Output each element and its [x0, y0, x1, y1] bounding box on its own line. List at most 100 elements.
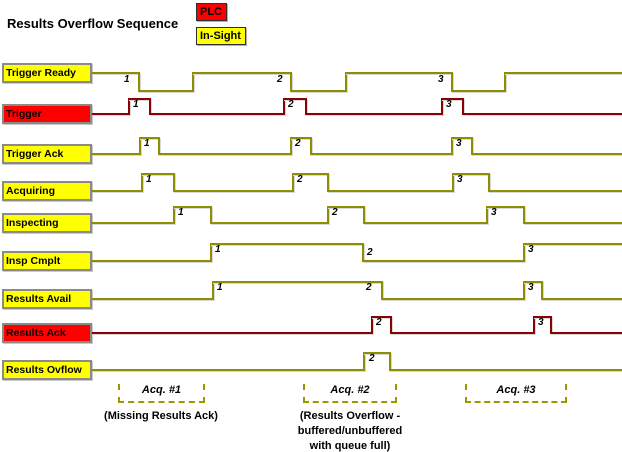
pulse-number-trigger-2: 2: [288, 99, 294, 110]
waveform-segment-insp-cmplt: [92, 260, 212, 262]
pulse-number-inspecting-1: 1: [178, 207, 184, 218]
waveform-edge-inspecting: [523, 206, 525, 224]
pulse-number-inspecting-2: 2: [332, 207, 338, 218]
waveform-edge-insp-cmplt: [523, 243, 525, 262]
waveform-edge-inspecting: [173, 206, 175, 224]
waveform-segment-inspecting: [210, 222, 329, 224]
signal-label-results-ack: Results Ack: [2, 323, 92, 343]
signal-label-inspecting: Inspecting: [2, 213, 92, 233]
waveform-edge-trigger: [283, 98, 285, 115]
pulse-number-trigger-ready-1: 1: [124, 74, 130, 85]
waveform-segment-results-avail: [92, 298, 214, 300]
waveform-edge-trigger-ack: [290, 137, 292, 155]
waveform-segment-results-avail: [381, 298, 525, 300]
waveform-edge-trigger: [128, 98, 130, 115]
waveform-segment-results-ovflow: [389, 369, 622, 371]
waveform-edge-trigger-ack: [310, 137, 312, 155]
waveform-edge-trigger: [462, 98, 464, 115]
waveform-edge-trigger: [441, 98, 443, 115]
bracket-acq-3: Acq. #3: [465, 384, 567, 403]
waveform-segment-trigger: [283, 98, 307, 100]
caption-2: (Results Overflow - buffered/unbuffered wi…: [220, 409, 480, 452]
pulse-number-inspecting-3: 3: [491, 207, 497, 218]
waveform-segment-insp-cmplt: [362, 260, 525, 262]
signal-label-trigger-ack: Trigger Ack: [2, 144, 92, 164]
waveform-segment-trigger-ack: [471, 153, 622, 155]
pulse-number-results-ack-2: 2: [376, 317, 382, 328]
waveform-segment-trigger-ready: [192, 72, 292, 74]
waveform-segment-results-ack: [371, 316, 392, 318]
waveform-segment-trigger-ready: [345, 72, 453, 74]
waveform-edge-results-ack: [371, 316, 373, 334]
waveform-edge-results-ack: [550, 316, 552, 334]
pulse-number-insp-cmplt-1: 1: [215, 244, 221, 255]
waveform-segment-trigger: [305, 113, 443, 115]
pulse-number-insp-cmplt-2: 2: [367, 247, 373, 258]
caption-line: buffered/unbuffered: [297, 425, 403, 437]
waveform-segment-acquiring: [141, 173, 175, 175]
waveform-segment-trigger-ack: [92, 153, 141, 155]
bracket-acq-1: Acq. #1: [118, 384, 205, 403]
waveform-segment-trigger: [462, 113, 622, 115]
caption-line: (Results Overflow -: [299, 410, 401, 422]
waveform-segment-trigger: [92, 113, 130, 115]
waveform-segment-insp-cmplt: [523, 243, 622, 245]
pulse-number-trigger-ack-2: 2: [295, 138, 301, 149]
waveform-segment-acquiring: [452, 173, 490, 175]
signal-label-results-ovflow: Results Ovflow: [2, 360, 92, 380]
caption-line: with queue full): [309, 440, 391, 452]
waveform-segment-trigger-ready: [504, 72, 622, 74]
pulse-number-results-ack-3: 3: [538, 317, 544, 328]
pulse-number-trigger-ready-2: 2: [277, 74, 283, 85]
pulse-number-results-avail-3: 3: [528, 282, 534, 293]
waveform-segment-inspecting: [523, 222, 622, 224]
pulse-number-trigger-1: 1: [133, 99, 139, 110]
signal-label-trigger: Trigger: [2, 104, 92, 124]
waveform-edge-trigger-ready: [192, 72, 194, 92]
waveform-edge-results-ack: [390, 316, 392, 334]
waveform-segment-acquiring: [327, 190, 454, 192]
waveform-segment-trigger-ready: [451, 90, 506, 92]
waveform-segment-trigger-ready: [290, 90, 347, 92]
waveform-segment-trigger: [128, 98, 151, 100]
waveform-segment-trigger-ack: [158, 153, 292, 155]
waveform-edge-trigger: [305, 98, 307, 115]
waveform-segment-results-ovflow: [363, 352, 391, 354]
caption-line: (Missing Results Ack): [104, 410, 218, 422]
legend-item-in-sight: In-Sight: [196, 27, 246, 45]
waveform-segment-trigger: [149, 113, 285, 115]
pulse-number-trigger-ack-1: 1: [144, 138, 150, 149]
waveform-segment-trigger-ready: [92, 72, 140, 74]
waveform-edge-results-avail: [541, 281, 543, 300]
waveform-edge-results-avail: [523, 281, 525, 300]
waveform-segment-results-avail: [541, 298, 622, 300]
waveform-segment-inspecting: [486, 206, 525, 208]
waveform-edge-insp-cmplt: [210, 243, 212, 262]
signal-label-trigger-ready: Trigger Ready: [2, 63, 92, 83]
waveform-segment-trigger-ready: [138, 90, 194, 92]
waveform-segment-results-avail: [523, 281, 543, 283]
waveform-segment-trigger-ack: [451, 137, 473, 139]
waveform-segment-results-ack: [92, 332, 373, 334]
signal-label-insp-cmplt: Insp Cmplt: [2, 251, 92, 271]
waveform-segment-acquiring: [488, 190, 622, 192]
waveform-segment-inspecting: [327, 206, 365, 208]
waveform-edge-trigger-ack: [451, 137, 453, 155]
waveform-segment-trigger: [441, 98, 464, 100]
pulse-number-acquiring-2: 2: [297, 174, 303, 185]
waveform-edge-inspecting: [210, 206, 212, 224]
waveform-segment-inspecting: [363, 222, 488, 224]
signal-label-acquiring: Acquiring: [2, 181, 92, 201]
bracket-label: Acq. #3: [496, 384, 536, 396]
waveform-segment-trigger-ack: [310, 153, 453, 155]
waveform-segment-results-ack: [533, 316, 552, 318]
waveform-segment-results-ovflow: [92, 369, 365, 371]
signal-label-results-avail: Results Avail: [2, 289, 92, 309]
waveform-segment-acquiring: [92, 190, 143, 192]
pulse-number-trigger-3: 3: [446, 99, 452, 110]
waveform-segment-inspecting: [173, 206, 212, 208]
waveform-segment-trigger-ack: [290, 137, 312, 139]
waveform-edge-trigger: [149, 98, 151, 115]
waveform-edge-trigger-ready: [504, 72, 506, 92]
waveform-edge-results-ack: [533, 316, 535, 334]
